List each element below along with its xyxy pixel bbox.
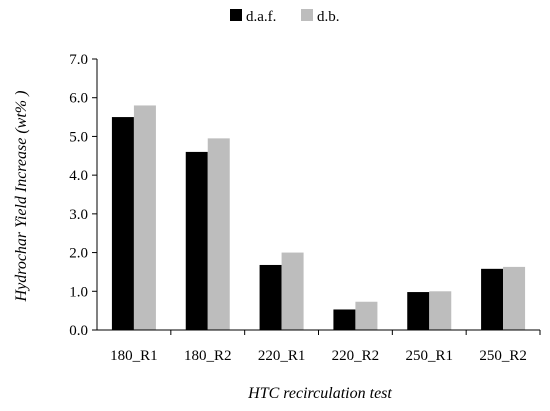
bar-db [133,105,156,330]
y-axis-title: Hydrochar Yield Increase (wt% ) [13,91,30,303]
y-tick-label: 2.0 [69,246,88,262]
y-tick-label: 3.0 [69,207,88,223]
x-tick-label: 250_R2 [479,348,527,364]
bar-daf [481,268,504,330]
x-tick-label: 250_R1 [405,348,453,364]
legend-swatch-daf [230,9,242,21]
x-tick-label: 180_R1 [110,348,158,364]
bar-db [207,138,230,330]
bar-daf [407,292,430,330]
bar-daf [333,309,356,330]
bar-daf [111,117,134,330]
y-tick-label: 0.0 [69,323,88,339]
x-tick-label: 220_R1 [258,348,306,364]
bar-daf [259,264,282,330]
bar-db [281,252,304,330]
legend-label-daf: d.a.f. [246,9,276,25]
legend-swatch-db [301,9,313,21]
x-axis-title: HTC recirculation test [247,385,392,402]
x-axis-labels: 180_R1 180_R2 220_R1 220_R2 250_R1 250_R2 [110,330,541,364]
y-axis-ticks: 0.0 1.0 2.0 3.0 4.0 5.0 6.0 7.0 [69,52,97,339]
y-tick-label: 7.0 [69,52,88,68]
bar-db [503,266,526,330]
legend-label-db: d.b. [317,9,340,25]
y-tick-label: 1.0 [69,284,88,300]
y-tick-label: 5.0 [69,129,88,145]
bar-db [429,291,452,330]
y-tick-label: 4.0 [69,168,88,184]
legend: d.a.f. d.b. [230,9,340,25]
bars [111,105,526,330]
axes [96,59,540,331]
x-tick-label: 180_R2 [184,348,232,364]
x-tick-label: 220_R2 [332,348,380,364]
y-tick-label: 6.0 [69,91,88,107]
bar-db [355,301,378,330]
bar-daf [185,151,208,330]
